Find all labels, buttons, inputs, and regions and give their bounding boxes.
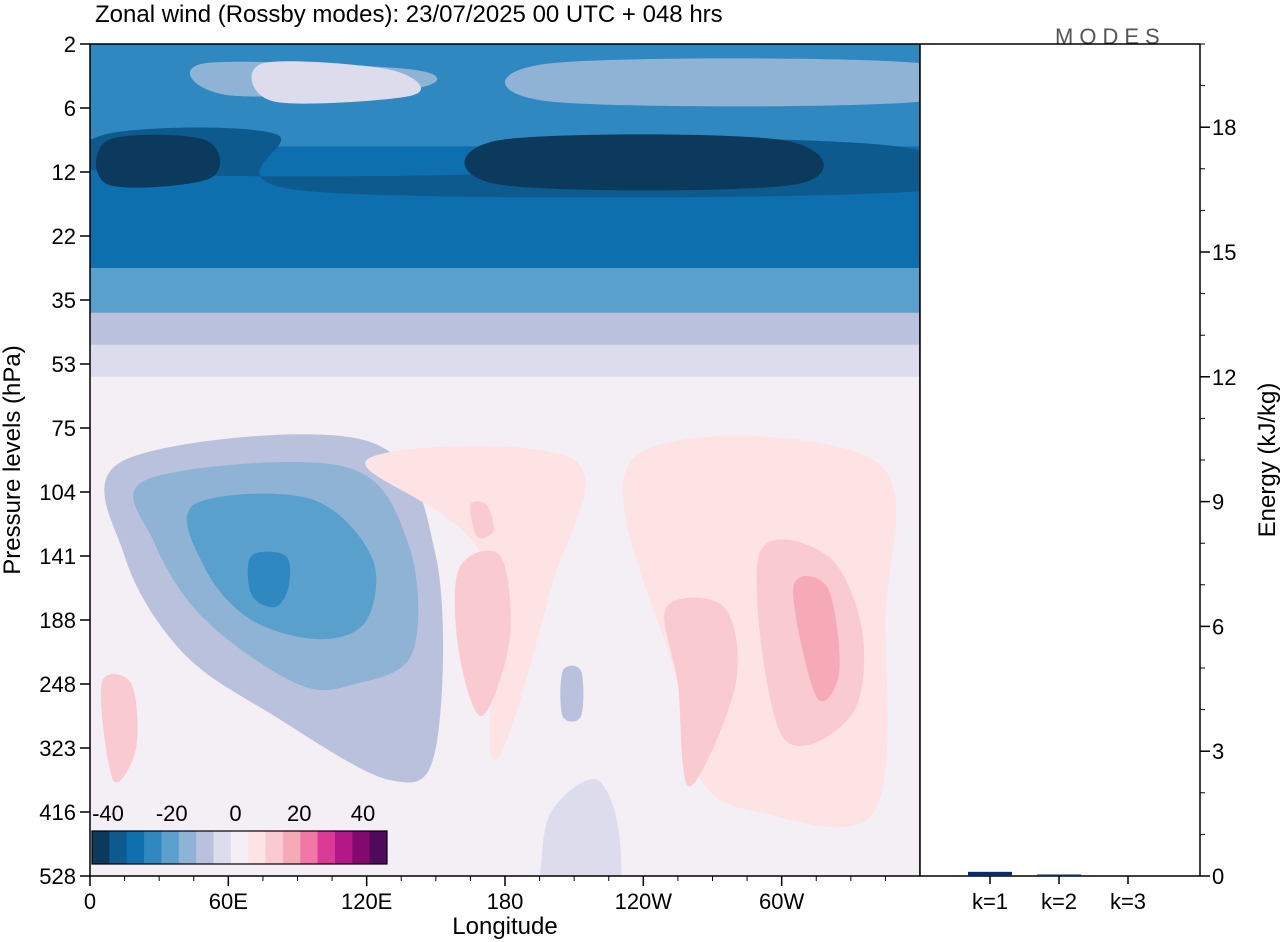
contour-region-18 bbox=[454, 550, 511, 717]
x-tick-label: 120E bbox=[341, 889, 392, 914]
colorbar-swatch bbox=[230, 831, 249, 864]
energy-tick-label: 0 bbox=[1212, 864, 1224, 889]
colorbar-label: -40 bbox=[92, 801, 124, 826]
heatmap-y-label: Pressure levels (hPa) bbox=[0, 345, 26, 574]
contour-region-17 bbox=[470, 501, 494, 539]
contour-region-7 bbox=[505, 58, 920, 107]
colorbar-swatch bbox=[300, 831, 319, 864]
colorbar-swatch bbox=[334, 831, 353, 864]
heatmap-contours bbox=[90, 44, 920, 876]
colorbar-swatch bbox=[92, 831, 110, 864]
energy-x-label: k=1 bbox=[972, 889, 1008, 914]
colorbar-swatch bbox=[282, 831, 301, 864]
energy-y-axis: 0 3 6 9 12 15 18 bbox=[1200, 43, 1236, 889]
colorbar-label: 0 bbox=[229, 801, 241, 826]
colorbar-swatch bbox=[213, 831, 232, 864]
energy-panel: 0 3 6 9 12 15 18 k=1 k=2 k=3 Energy (kJ/kg) bbox=[919, 43, 1280, 914]
colorbar-swatch bbox=[178, 831, 197, 864]
energy-bar bbox=[968, 871, 1012, 876]
y-tick-label: 22 bbox=[52, 224, 76, 249]
x-tick-label: 60W bbox=[759, 889, 804, 914]
energy-tick-label: 15 bbox=[1212, 240, 1236, 265]
colorbar-swatch bbox=[161, 831, 180, 864]
colorbar-swatch bbox=[196, 831, 214, 864]
contour-region-22 bbox=[100, 673, 138, 783]
contour-region-14 bbox=[247, 551, 291, 608]
x-tick-label: 120W bbox=[615, 889, 673, 914]
energy-x-axis: k=1 k=2 k=3 bbox=[972, 876, 1146, 914]
chart-title: Zonal wind (Rossby modes): 23/07/2025 00… bbox=[95, 1, 723, 28]
energy-bars bbox=[968, 871, 1081, 876]
y-tick-label: 75 bbox=[52, 416, 76, 441]
contour-region-19 bbox=[664, 597, 738, 787]
colorbar-swatch bbox=[109, 831, 128, 864]
contour-region-10 bbox=[464, 134, 824, 191]
y-tick-label: 528 bbox=[39, 864, 76, 889]
contour-region-23 bbox=[560, 665, 584, 722]
energy-tick-label: 3 bbox=[1212, 739, 1224, 764]
contour-region-24 bbox=[539, 779, 622, 876]
colorbar-swatch bbox=[126, 831, 145, 864]
y-tick-label: 6 bbox=[64, 96, 76, 121]
colorbar-swatch bbox=[248, 831, 267, 864]
energy-x-label: k=3 bbox=[1110, 889, 1146, 914]
energy-x-label: k=2 bbox=[1041, 889, 1077, 914]
colorbar-label: -20 bbox=[156, 801, 188, 826]
energy-y-label: Energy (kJ/kg) bbox=[1254, 383, 1280, 538]
y-tick-label: 2 bbox=[64, 32, 76, 57]
colorbar-frame bbox=[91, 830, 388, 865]
colorbar-swatch bbox=[144, 831, 162, 864]
energy-bar bbox=[1037, 874, 1081, 876]
contour-region-8 bbox=[251, 61, 422, 104]
x-tick-label: 180 bbox=[487, 889, 524, 914]
energy-tick-label: 12 bbox=[1212, 365, 1236, 390]
colorbar-swatch bbox=[265, 831, 284, 864]
y-tick-label: 141 bbox=[39, 544, 76, 569]
energy-tick-label: 6 bbox=[1212, 614, 1224, 639]
energy-tick-label: 9 bbox=[1212, 490, 1224, 515]
y-tick-label: 53 bbox=[52, 352, 76, 377]
contour-region-21 bbox=[793, 575, 840, 702]
heatmap-x-label: Longitude bbox=[452, 913, 557, 940]
colorbar-label: 20 bbox=[287, 801, 311, 826]
heatmap-x-axis: 0 60E 120E 180 120W 60W bbox=[84, 876, 886, 914]
y-tick-label: 188 bbox=[39, 608, 76, 633]
y-tick-label: 12 bbox=[52, 160, 76, 185]
x-tick-label: 60E bbox=[209, 889, 248, 914]
heatmap-y-axis: 2 6 12 22 35 53 75 104 141 188 248 323 416 528 bbox=[39, 32, 90, 889]
colorbar: -40 -20 0 20 40 bbox=[91, 801, 388, 865]
energy-frame bbox=[919, 43, 1201, 877]
y-tick-label: 416 bbox=[39, 800, 76, 825]
y-tick-label: 323 bbox=[39, 736, 76, 761]
colorbar-swatch bbox=[352, 831, 371, 864]
x-tick-label: 0 bbox=[84, 889, 96, 914]
y-tick-label: 104 bbox=[39, 480, 76, 505]
heatmap-panel: 0 60E 120E 180 120W 60W 2 6 12 22 35 53 75 104 141 188… bbox=[0, 32, 921, 940]
y-tick-label: 35 bbox=[52, 288, 76, 313]
contour-region-9 bbox=[96, 134, 221, 188]
energy-tick-label: 18 bbox=[1212, 115, 1236, 140]
colorbar-swatch bbox=[369, 831, 388, 864]
contour-region-15 bbox=[365, 445, 586, 761]
y-tick-label: 248 bbox=[39, 672, 76, 697]
colorbar-label: 40 bbox=[351, 801, 375, 826]
colorbar-swatch bbox=[317, 831, 336, 864]
